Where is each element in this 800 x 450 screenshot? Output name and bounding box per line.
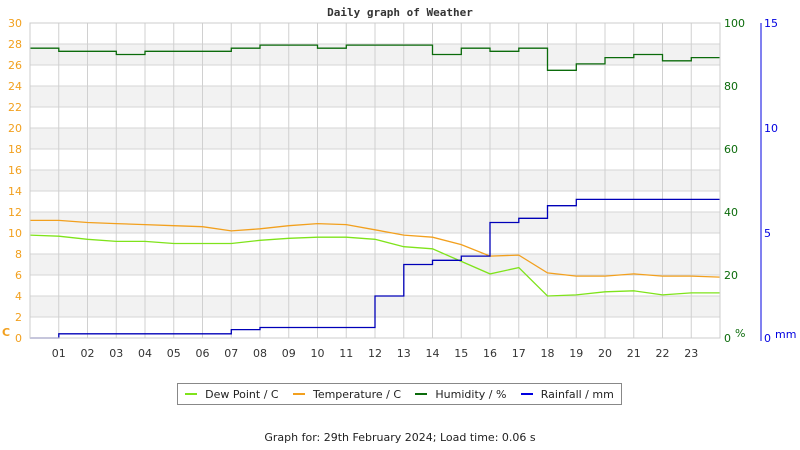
rainfall-axis-unit: mm xyxy=(775,328,796,341)
series-line-1 xyxy=(30,219,721,278)
x-axis-tick: 05 xyxy=(167,347,181,360)
left-axis-tick: 8 xyxy=(15,248,22,261)
rainfall-axis-tick: 10 xyxy=(764,122,778,135)
left-axis-tick: 6 xyxy=(15,269,22,282)
chart-legend: Dew Point / C Temperature / C Humidity /… xyxy=(177,383,622,405)
x-axis-tick: 07 xyxy=(224,347,238,360)
left-axis-tick: 10 xyxy=(8,227,22,240)
left-axis-tick: 26 xyxy=(8,59,22,72)
x-axis-tick: 01 xyxy=(52,347,66,360)
x-axis-tick: 02 xyxy=(81,347,95,360)
x-axis-tick: 08 xyxy=(253,347,267,360)
humidity-swatch-icon xyxy=(415,393,428,395)
left-axis-tick: 4 xyxy=(15,290,22,303)
humidity-axis-tick: 100 xyxy=(724,17,745,30)
rainfall-axis-tick: 15 xyxy=(764,17,778,30)
humidity-axis-tick: 80 xyxy=(724,80,738,93)
x-axis-tick: 06 xyxy=(196,347,210,360)
x-axis-tick: 03 xyxy=(109,347,123,360)
x-axis-tick: 17 xyxy=(512,347,526,360)
legend-label: Dew Point / C xyxy=(205,387,279,401)
series-line-2 xyxy=(30,44,720,71)
legend-label: Humidity / % xyxy=(435,387,507,401)
series-line-0 xyxy=(29,234,720,297)
x-axis-tick: 10 xyxy=(311,347,325,360)
x-axis-tick: 18 xyxy=(541,347,555,360)
humidity-axis-tick: 20 xyxy=(724,269,738,282)
rainfall-axis-tick: 5 xyxy=(764,227,771,240)
x-axis-tick: 13 xyxy=(397,347,411,360)
legend-label: Rainfall / mm xyxy=(540,387,614,401)
x-axis-tick: 12 xyxy=(368,347,382,360)
legend-item-rainfall: Rainfall / mm xyxy=(520,387,614,401)
series-line-3 xyxy=(30,198,720,339)
x-axis-tick: 22 xyxy=(656,347,670,360)
x-axis-tick: 19 xyxy=(569,347,583,360)
x-axis-tick: 23 xyxy=(684,347,698,360)
left-axis-tick: 16 xyxy=(8,164,22,177)
legend-label: Temperature / C xyxy=(312,387,402,401)
x-axis-tick: 16 xyxy=(483,347,497,360)
legend-item-temperature: Temperature / C xyxy=(292,387,402,401)
legend-item-humidity: Humidity / % xyxy=(415,388,506,401)
chart-title: Daily graph of Weather xyxy=(327,6,473,19)
x-axis-tick: 21 xyxy=(627,347,641,360)
x-axis-tick: 04 xyxy=(138,347,152,360)
temperature-swatch-icon xyxy=(292,393,305,395)
legend-item-dewpoint: Dew Point / C xyxy=(185,387,279,401)
x-axis-tick: 20 xyxy=(598,347,612,360)
left-axis-tick: 0 xyxy=(15,332,22,345)
left-axis-unit: C xyxy=(2,326,10,339)
left-axis-tick: 28 xyxy=(8,38,22,51)
rainfall-axis-tick: 0 xyxy=(764,332,771,345)
left-axis-tick: 12 xyxy=(8,206,22,219)
x-axis-tick: 15 xyxy=(454,347,468,360)
left-axis-tick: 24 xyxy=(8,80,22,93)
left-axis-tick: 22 xyxy=(8,101,22,114)
humidity-axis-tick: 60 xyxy=(724,143,738,156)
left-axis-tick: 14 xyxy=(8,185,22,198)
left-axis-tick: 18 xyxy=(8,143,22,156)
x-axis-tick: 11 xyxy=(339,347,353,360)
humidity-axis-tick: 0 xyxy=(724,332,731,345)
graph-footer: Graph for: 29th February 2024; Load time… xyxy=(264,431,536,444)
dewpoint-swatch-icon xyxy=(185,393,198,395)
left-axis-tick: 30 xyxy=(8,17,22,30)
humidity-axis-tick: 40 xyxy=(724,206,738,219)
x-axis-tick: 09 xyxy=(282,347,296,360)
humidity-axis-unit: % xyxy=(735,327,745,340)
left-axis-tick: 2 xyxy=(15,311,22,324)
left-axis-tick: 20 xyxy=(8,122,22,135)
rainfall-swatch-icon xyxy=(520,393,533,395)
plot-border xyxy=(29,22,721,339)
x-axis-tick: 14 xyxy=(426,347,440,360)
